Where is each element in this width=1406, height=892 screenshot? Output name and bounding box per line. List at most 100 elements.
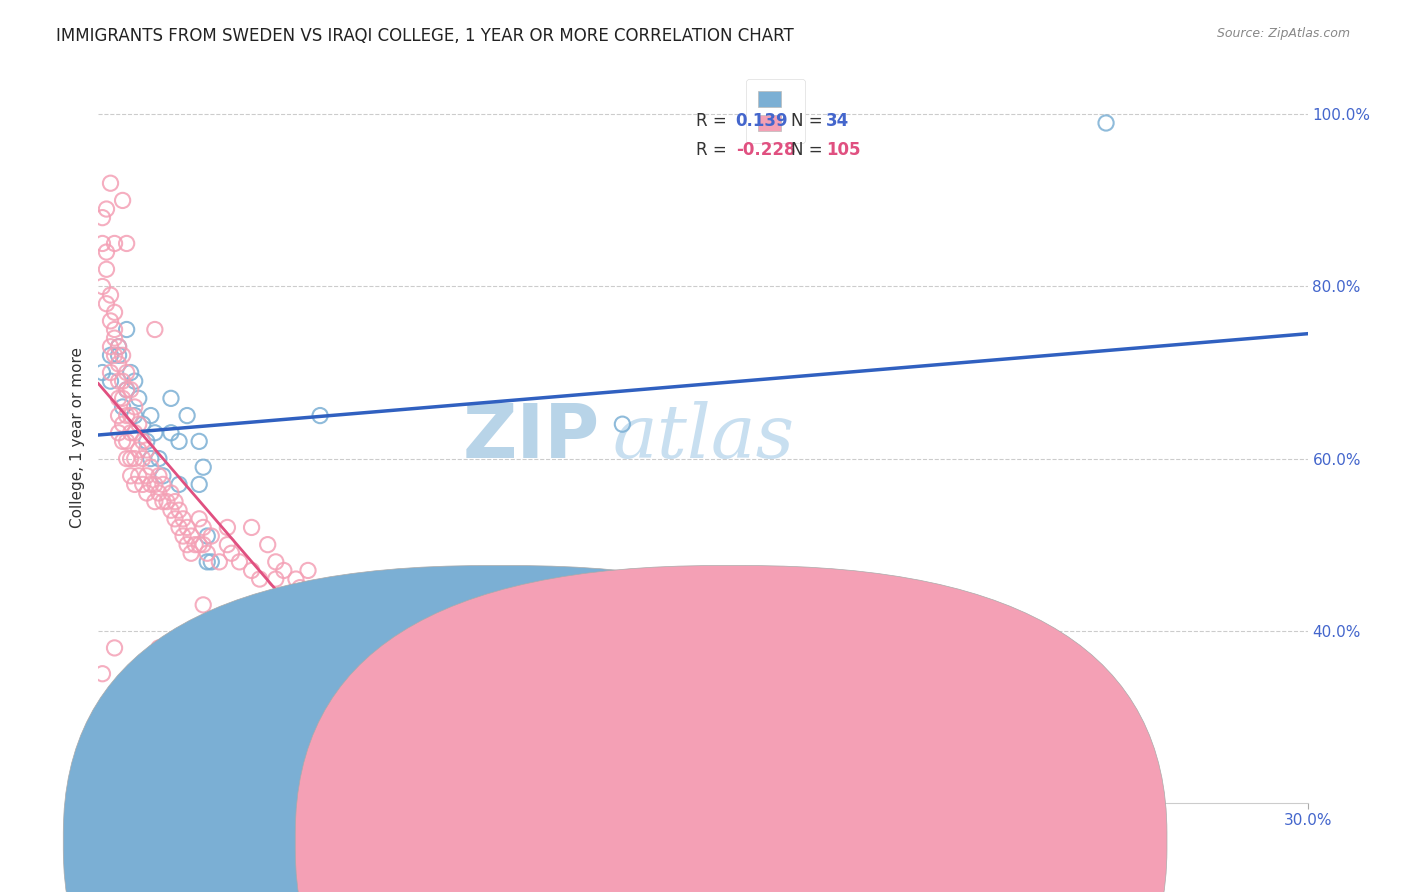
Point bbox=[240, 564, 263, 578]
Point bbox=[188, 538, 211, 552]
Point bbox=[128, 442, 150, 457]
Point bbox=[124, 400, 146, 414]
Point bbox=[120, 468, 142, 483]
Point bbox=[124, 374, 146, 388]
Text: Source: ZipAtlas.com: Source: ZipAtlas.com bbox=[1216, 27, 1350, 40]
Point bbox=[160, 425, 183, 440]
Point bbox=[120, 366, 142, 380]
Point bbox=[128, 468, 150, 483]
Point bbox=[284, 572, 307, 586]
Text: N =: N = bbox=[792, 112, 828, 129]
Text: 105: 105 bbox=[827, 141, 860, 159]
Point bbox=[115, 366, 138, 380]
Point bbox=[120, 451, 142, 466]
Point bbox=[491, 649, 513, 664]
Point bbox=[152, 468, 174, 483]
Point bbox=[135, 486, 157, 500]
Point bbox=[107, 374, 129, 388]
Point bbox=[132, 451, 155, 466]
Point bbox=[135, 468, 157, 483]
Point bbox=[167, 477, 190, 491]
Point bbox=[107, 409, 129, 423]
Point bbox=[193, 460, 215, 475]
Point bbox=[193, 538, 215, 552]
Legend: , : , bbox=[745, 79, 806, 143]
Point bbox=[135, 434, 157, 449]
Point bbox=[163, 494, 186, 508]
Point bbox=[100, 366, 122, 380]
Point bbox=[96, 245, 118, 260]
Point bbox=[103, 331, 125, 345]
Point bbox=[100, 374, 122, 388]
Point bbox=[288, 581, 311, 595]
Point bbox=[329, 589, 352, 603]
Point bbox=[135, 442, 157, 457]
Point bbox=[103, 322, 125, 336]
Point bbox=[103, 640, 125, 655]
Point bbox=[111, 434, 134, 449]
Point bbox=[160, 486, 183, 500]
Point bbox=[180, 546, 202, 560]
Point bbox=[107, 340, 129, 354]
Point bbox=[228, 555, 250, 569]
Point bbox=[115, 383, 138, 397]
Point bbox=[100, 340, 122, 354]
Point bbox=[184, 538, 207, 552]
Point bbox=[188, 477, 211, 491]
Point bbox=[193, 598, 215, 612]
Point bbox=[107, 425, 129, 440]
Point bbox=[120, 425, 142, 440]
Point bbox=[612, 417, 634, 432]
Point bbox=[91, 211, 114, 225]
Point bbox=[148, 640, 170, 655]
Point bbox=[107, 340, 129, 354]
Point bbox=[188, 512, 211, 526]
Point bbox=[256, 538, 278, 552]
Point bbox=[208, 555, 231, 569]
Point bbox=[120, 409, 142, 423]
Point bbox=[176, 520, 198, 534]
Point bbox=[221, 546, 243, 560]
Point bbox=[143, 477, 166, 491]
Point bbox=[100, 348, 122, 362]
Text: IMMIGRANTS FROM SWEDEN VS IRAQI COLLEGE, 1 YEAR OR MORE CORRELATION CHART: IMMIGRANTS FROM SWEDEN VS IRAQI COLLEGE,… bbox=[56, 27, 794, 45]
Point bbox=[195, 546, 218, 560]
Point bbox=[111, 194, 134, 208]
Point bbox=[711, 640, 734, 655]
Point bbox=[148, 468, 170, 483]
Point bbox=[124, 451, 146, 466]
Text: atlas: atlas bbox=[613, 401, 794, 474]
Point bbox=[128, 392, 150, 406]
Point bbox=[217, 538, 239, 552]
Point bbox=[208, 649, 231, 664]
Point bbox=[163, 512, 186, 526]
Point bbox=[200, 555, 222, 569]
Point bbox=[96, 202, 118, 216]
Point bbox=[309, 409, 332, 423]
Point bbox=[264, 572, 287, 586]
Point bbox=[120, 383, 142, 397]
Text: 34: 34 bbox=[827, 112, 849, 129]
Y-axis label: College, 1 year or more: College, 1 year or more bbox=[69, 347, 84, 527]
Point bbox=[139, 409, 162, 423]
Point bbox=[143, 494, 166, 508]
Text: R =: R = bbox=[696, 141, 731, 159]
Point bbox=[167, 434, 190, 449]
Point bbox=[91, 666, 114, 681]
Text: Immigrants from Sweden: Immigrants from Sweden bbox=[509, 842, 703, 857]
Point bbox=[195, 529, 218, 543]
Point bbox=[128, 417, 150, 432]
Point bbox=[148, 451, 170, 466]
Point bbox=[273, 564, 295, 578]
Point bbox=[132, 477, 155, 491]
Point bbox=[143, 425, 166, 440]
Point bbox=[91, 366, 114, 380]
Point bbox=[309, 658, 332, 673]
Point bbox=[111, 400, 134, 414]
Point bbox=[91, 279, 114, 293]
Point bbox=[297, 564, 319, 578]
Point bbox=[124, 477, 146, 491]
Point bbox=[100, 288, 122, 302]
Point bbox=[160, 503, 183, 517]
Text: Iraqis: Iraqis bbox=[766, 842, 808, 857]
